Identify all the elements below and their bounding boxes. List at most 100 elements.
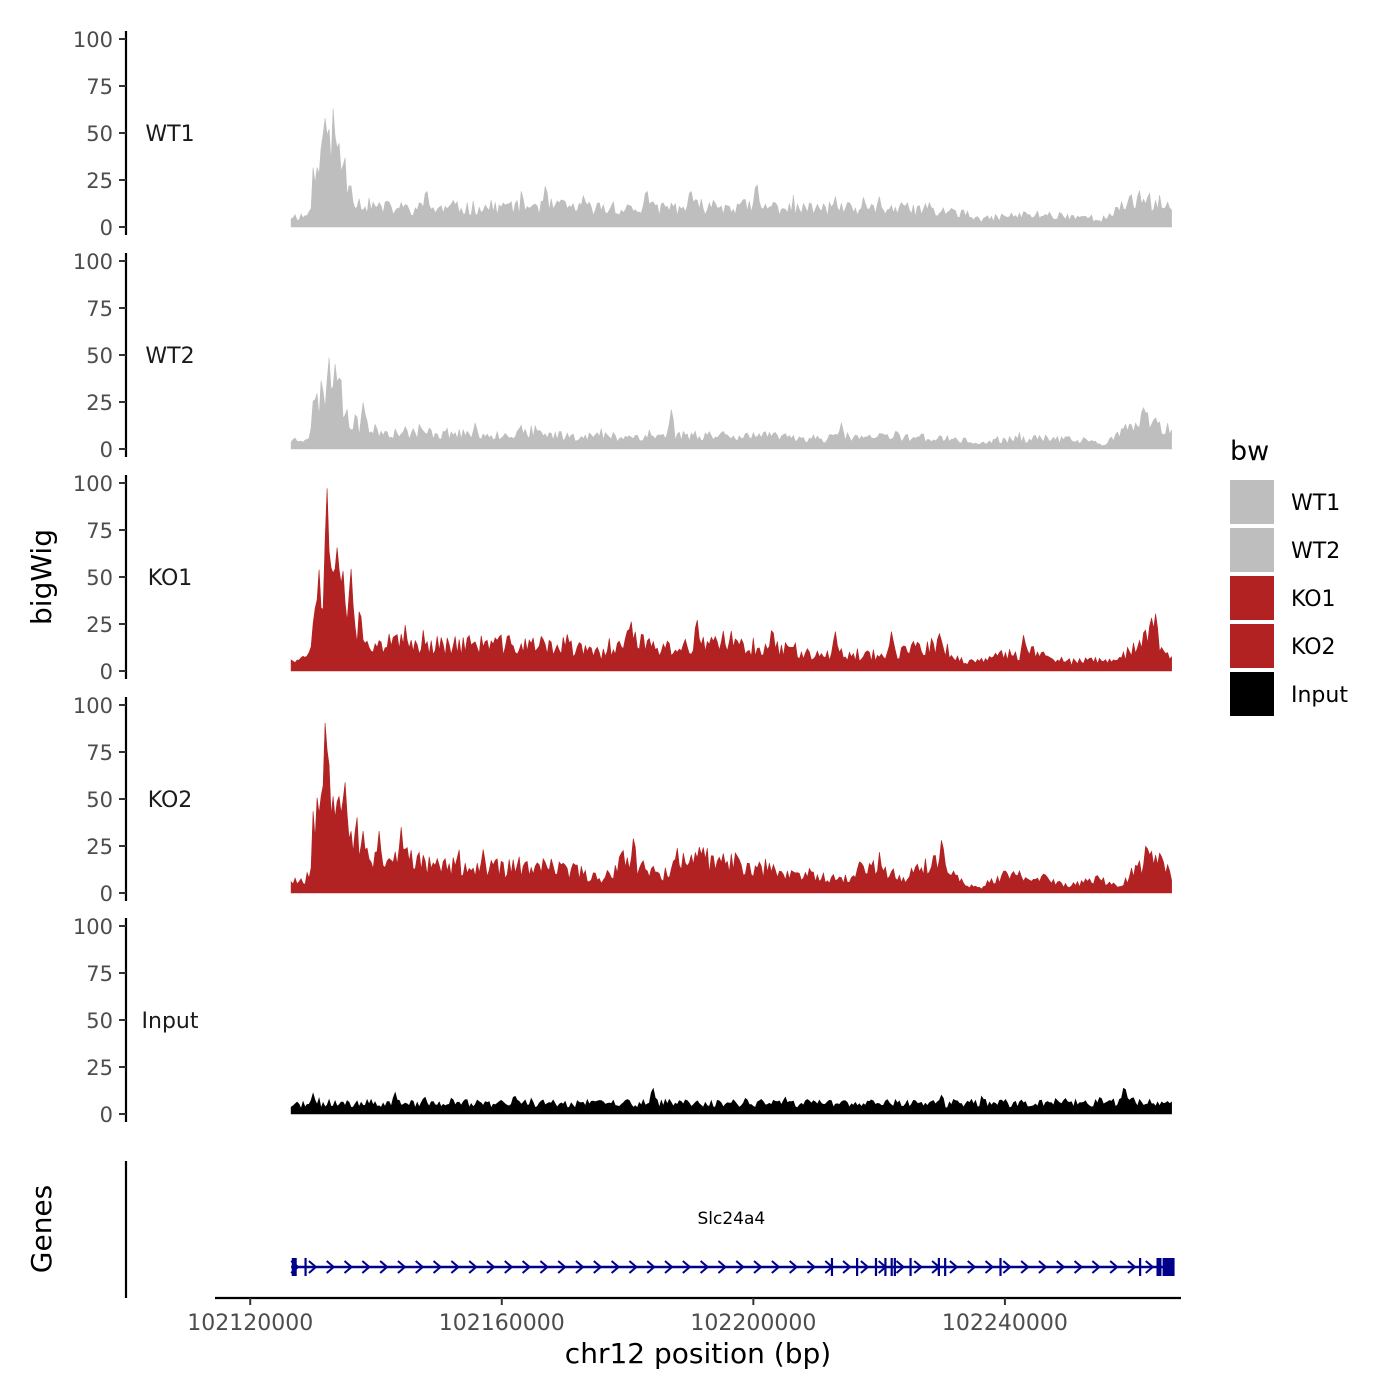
strand-arrow: [539, 1260, 549, 1274]
legend-swatch: [1230, 624, 1274, 668]
strand-arrow: [646, 1260, 656, 1274]
strand-arrow: [664, 1260, 674, 1274]
y-tick-label: 75: [86, 741, 113, 765]
legend-swatch: [1230, 576, 1274, 620]
y-tick-label: 0: [100, 882, 113, 906]
legend-item-ko2: KO2: [1230, 624, 1336, 668]
strand-arrow: [379, 1260, 389, 1274]
strand-arrow: [628, 1260, 638, 1274]
strand-arrow: [913, 1260, 923, 1274]
strand-arrow: [343, 1260, 354, 1274]
y-tick-label: 25: [86, 169, 113, 193]
y-tick-label: 75: [86, 962, 113, 986]
strand-arrow: [1073, 1260, 1084, 1274]
y-tick-label: 50: [86, 1009, 113, 1033]
y-tick-label: 25: [86, 1056, 113, 1080]
track-label: WT1: [145, 122, 194, 147]
x-axis-title: chr12 position (bp): [565, 1337, 831, 1370]
strand-arrow: [1020, 1260, 1030, 1274]
coverage-area-ko2: [290, 722, 1172, 894]
exon: [830, 1258, 834, 1276]
strand-arrow: [967, 1260, 977, 1274]
strand-arrow: [753, 1260, 763, 1274]
gene-slc24a4: Slc24a4: [290, 1209, 1175, 1276]
strand-arrow: [397, 1260, 407, 1274]
track-label: KO2: [148, 788, 193, 813]
y-tick-label: 0: [100, 438, 113, 462]
x-tick-label: 102160000: [439, 1311, 565, 1336]
strand-arrow: [842, 1260, 852, 1274]
strand-arrow: [326, 1260, 336, 1274]
strand-arrow: [771, 1260, 781, 1274]
x-tick-label: 102240000: [942, 1311, 1068, 1336]
legend-swatch: [1230, 480, 1274, 524]
strand-arrow: [575, 1260, 585, 1274]
strand-arrow: [895, 1260, 906, 1274]
legend-item-ko1: KO1: [1230, 576, 1336, 620]
legend-label: WT2: [1291, 539, 1340, 564]
y-tick-label: 50: [86, 566, 113, 590]
genes-axis-title: Genes: [25, 1185, 58, 1273]
legend-swatch: [1230, 672, 1274, 716]
y-tick-label: 100: [73, 250, 113, 274]
strand-arrow: [984, 1260, 995, 1274]
strand-arrow: [308, 1260, 318, 1274]
strand-arrow: [806, 1260, 816, 1274]
strand-arrow: [949, 1260, 959, 1274]
y-tick-label: 0: [100, 660, 113, 684]
strand-arrow: [468, 1260, 478, 1274]
strand-arrow: [735, 1260, 745, 1274]
track-panel-wt2: 0 25 50 75 100 WT2: [73, 250, 1172, 462]
exon: [937, 1258, 940, 1276]
strand-arrow: [682, 1260, 692, 1274]
coverage-area-input: [290, 1087, 1172, 1115]
strand-arrow: [1109, 1260, 1119, 1274]
coverage-area-wt1: [290, 108, 1172, 228]
y-tick-label: 100: [73, 28, 113, 52]
exon: [291, 1258, 297, 1276]
y-tick-label: 100: [73, 915, 113, 939]
strand-arrow: [699, 1260, 710, 1274]
track-panel-wt1: 0 25 50 75 100 WT1: [73, 28, 1172, 240]
track-panel-ko2: 0 25 50 75 100 KO2: [73, 694, 1172, 906]
legend: bw WT1 WT2 KO1 KO2 Input: [1230, 436, 1348, 716]
exon: [890, 1258, 893, 1276]
track-label: WT2: [145, 344, 194, 369]
legend-label: WT1: [1291, 491, 1340, 516]
legend-title: bw: [1230, 436, 1269, 467]
y-tick-label: 75: [86, 519, 113, 543]
legend-label: Input: [1291, 683, 1348, 708]
legend-item-wt1: WT1: [1230, 480, 1340, 524]
track-label: KO1: [148, 566, 193, 591]
y-tick-label: 50: [86, 122, 113, 146]
strand-arrow: [521, 1260, 532, 1274]
strand-arrow: [717, 1260, 727, 1274]
y-tick-label: 25: [86, 391, 113, 415]
legend-label: KO2: [1291, 635, 1336, 660]
strand-arrow: [860, 1260, 870, 1274]
x-axis: 102120000 102160000 102200000 102240000: [187, 1296, 1181, 1336]
strand-arrow: [593, 1260, 603, 1274]
strand-arrow: [415, 1260, 425, 1274]
exon: [893, 1258, 896, 1276]
y-tick-label: 25: [86, 613, 113, 637]
y-tick-label: 50: [86, 344, 113, 368]
strand-arrow: [432, 1260, 443, 1274]
strand-arrow: [361, 1260, 371, 1274]
track-label: Input: [142, 1009, 199, 1034]
legend-label: KO1: [1291, 587, 1336, 612]
strand-arrow: [1145, 1260, 1155, 1274]
strand-arrow: [504, 1260, 514, 1274]
track-panel-input: 0 25 50 75 100 Input: [73, 915, 1172, 1127]
strand-arrow: [486, 1260, 496, 1274]
strand-arrow: [1056, 1260, 1066, 1274]
y-axis-title: bigWig: [25, 529, 58, 625]
coverage-area-ko1: [290, 488, 1172, 672]
legend-item-wt2: WT2: [1230, 528, 1340, 572]
track-panel-ko1: 0 25 50 75 100 KO1: [73, 472, 1172, 684]
y-tick-label: 100: [73, 694, 113, 718]
exon: [1156, 1258, 1162, 1276]
strand-arrow: [789, 1260, 799, 1274]
strand-arrow: [450, 1260, 460, 1274]
